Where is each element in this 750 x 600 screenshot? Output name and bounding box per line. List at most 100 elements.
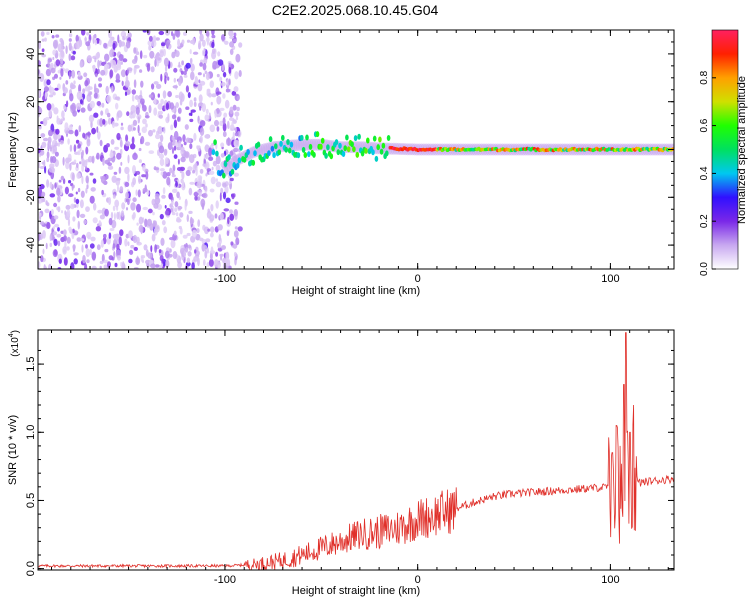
spectrogram-noise-cell — [220, 142, 225, 148]
spectrogram-noise-cell — [234, 127, 237, 133]
spectrogram-noise-cell — [120, 261, 123, 267]
spectrogram-noise-cell — [161, 258, 164, 264]
spectrogram-signal-cell — [329, 153, 334, 160]
spectrogram-noise-cell — [171, 169, 175, 176]
spectrogram-noise-cell — [44, 37, 47, 42]
spectrogram-noise-cell — [233, 139, 240, 149]
snr-panel: -100 0 100 0.0 0.5 1.0 1.5 Height of straight … — [7, 329, 675, 597]
spectrogram-noise-cell — [157, 110, 163, 115]
spectrogram-noise-cell — [199, 62, 204, 67]
spectrogram-signal-cell — [379, 148, 384, 155]
spectrogram-noise-cell — [135, 257, 141, 266]
spectrogram-noise-cell — [92, 64, 96, 73]
spectrogram-noise-cell — [141, 174, 147, 178]
spectrogram-noise-cell — [153, 107, 158, 116]
spectrogram-noise-cell — [46, 151, 50, 159]
spectrogram-noise-cell — [89, 195, 95, 204]
spectrogram-noise-cell — [47, 140, 52, 150]
spectrogram-noise-cell — [233, 147, 239, 153]
spectrogram-noise-cell — [159, 168, 165, 172]
spectrogram-noise-cell — [111, 219, 117, 229]
spectrogram-signal-cell — [270, 145, 275, 152]
spectrogram-noise-cell — [53, 107, 59, 115]
spectrogram-noise-cell — [183, 70, 187, 76]
spectrogram-noise-cell — [215, 181, 222, 188]
spectrogram-noise-cell — [92, 178, 97, 184]
spectrogram-noise-cell — [89, 248, 92, 255]
spectrogram-noise-cell — [188, 137, 192, 143]
spectrogram-noise-cell — [185, 85, 189, 93]
spectrogram-noise-cell — [216, 95, 222, 105]
spectrogram-noise-cell — [212, 160, 217, 167]
spectrogram-noise-cell — [42, 137, 49, 142]
spectrogram-noise-cell — [50, 67, 56, 74]
spectrogram-signal-cell — [272, 152, 276, 159]
spectrogram-noise-cell — [84, 263, 88, 269]
spectrogram-noise-cell — [164, 210, 170, 216]
spectrogram-noise-cell — [215, 107, 220, 114]
spectrogram-noise-cell — [112, 243, 116, 249]
spectrogram-noise-cell — [167, 142, 173, 151]
spectrogram-noise-cell — [89, 100, 96, 109]
spectrogram-noise-cell — [77, 220, 81, 230]
spectrogram-noise-cell — [150, 66, 155, 73]
spectrogram-noise-cell — [113, 251, 116, 259]
spectrogram-noise-cell — [59, 38, 64, 43]
spectrogram-noise-cell — [93, 202, 97, 211]
spectrogram-signal-cell — [324, 152, 328, 159]
spectrogram-noise-cell — [173, 130, 179, 140]
spectrogram-noise-cell — [70, 183, 73, 187]
spectrogram-noise-cell — [70, 203, 75, 210]
spectrogram-noise-cell — [103, 259, 109, 264]
spectrogram-noise-cell — [160, 171, 164, 176]
spectrogram-noise-cell — [138, 175, 141, 185]
spectrogram-noise-cell — [214, 213, 218, 219]
spectrogram-noise-cell — [189, 181, 195, 185]
spectrogram-noise-cell — [171, 31, 174, 37]
spectrogram-noise-cell — [223, 208, 230, 212]
spectrogram-noise-cell — [155, 133, 161, 140]
spectrogram-noise-cell — [115, 73, 120, 82]
spectrogram-noise-cell — [224, 40, 229, 45]
spectrogram-noise-cell — [69, 82, 74, 90]
spectrogram-noise-cell — [99, 214, 105, 220]
spectrogram-noise-cell — [138, 94, 143, 100]
spectrogram-noise-cell — [199, 135, 203, 144]
spectrogram-noise-cell — [118, 236, 122, 246]
spectrogram-noise-cell — [173, 145, 177, 151]
spectrogram-noise-cell — [140, 80, 144, 88]
spectrogram-signal-cell — [223, 161, 228, 167]
spectrogram-noise-cell — [67, 218, 71, 227]
spectrogram-noise-cell — [140, 98, 145, 105]
spectrogram-noise-cell — [131, 214, 134, 220]
spectrogram-noise-cell — [68, 42, 72, 51]
spectrogram-noise-cell — [68, 33, 73, 38]
spectrogram-noise-cell — [158, 249, 162, 254]
spectrogram-noise-cell — [186, 39, 191, 43]
snr-y-tick-label: 0.0 — [25, 561, 37, 576]
spectrogram-noise-cell — [107, 112, 111, 118]
spectrogram-noise-cell — [215, 200, 219, 209]
spectrogram-noise-cell — [84, 86, 90, 92]
spectrogram-noise-cell — [103, 264, 109, 269]
spectrogram-noise-cell — [73, 159, 77, 163]
spectrogram-x-tick-label: 0 — [415, 273, 421, 285]
spectrogram-signal-cell — [374, 155, 379, 162]
spectrogram-noise-cell — [206, 88, 211, 93]
spectrogram-noise-cell — [142, 118, 147, 125]
spectrogram-noise-cell — [107, 165, 114, 170]
spectrogram-noise-cell — [41, 54, 47, 58]
spectrogram-noise-cell — [165, 102, 169, 111]
spectrogram-noise-cell — [233, 172, 239, 177]
spectrogram-noise-cell — [55, 128, 60, 135]
colorbar-tick-label: 0.2 — [699, 214, 710, 228]
spectrogram-noise-cell — [124, 181, 130, 187]
spectrogram-noise-cell — [83, 219, 87, 225]
spectrogram-noise-cell — [125, 75, 129, 82]
spectrogram-noise-cell — [106, 143, 110, 148]
spectrogram-noise-cell — [179, 212, 184, 218]
spectrogram-noise-cell — [48, 129, 53, 137]
spectrogram-noise-cell — [209, 188, 215, 193]
spectrogram-noise-cell — [187, 244, 191, 249]
spectrogram-noise-cell — [127, 154, 130, 164]
